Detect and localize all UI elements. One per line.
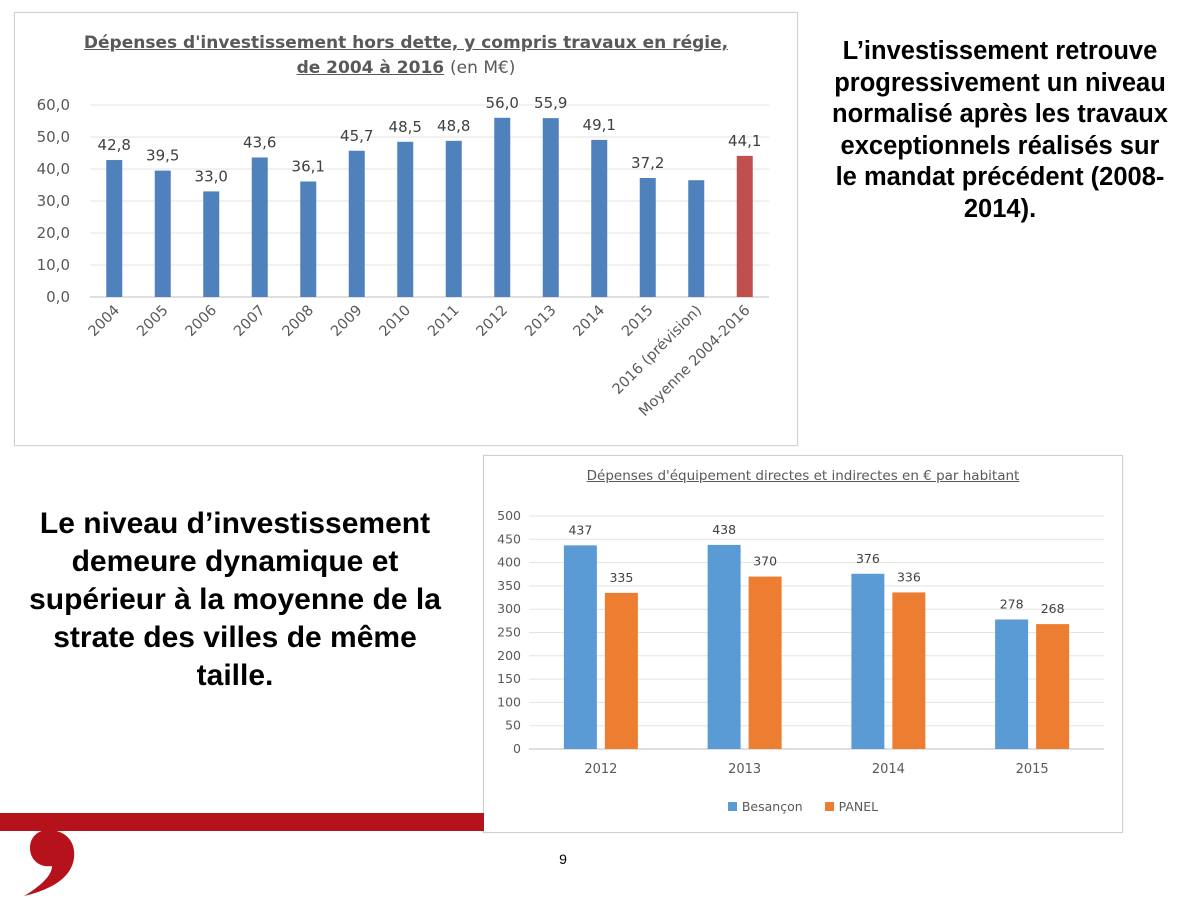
- bar: [851, 573, 885, 749]
- y-tick-label: 40,0: [37, 160, 70, 178]
- bar: [300, 181, 317, 297]
- data-label: 55,9: [534, 94, 567, 112]
- y-tick-label: 20,0: [37, 224, 70, 242]
- data-label: 42,8: [98, 136, 131, 154]
- bar: [542, 118, 559, 298]
- bar: [591, 139, 608, 297]
- y-tick-label: 450: [497, 531, 521, 546]
- brand-red-bar: [0, 813, 484, 831]
- legend-label: PANEL: [838, 799, 879, 814]
- y-tick-label: 0: [513, 741, 521, 756]
- data-label: 56,0: [486, 94, 519, 112]
- x-tick-label: 2013: [522, 303, 559, 340]
- bar: [494, 117, 511, 297]
- data-label: 376: [856, 551, 880, 566]
- y-tick-label: 50,0: [37, 128, 70, 146]
- equipment-per-capita-chart: Dépenses d'équipement directes et indire…: [483, 455, 1123, 833]
- legend-swatch-besancon: [727, 802, 737, 811]
- x-tick-label: 2004: [86, 303, 123, 340]
- data-label: 45,7: [340, 127, 373, 145]
- data-label: 438: [712, 522, 736, 537]
- x-tick-label: 2011: [425, 303, 462, 340]
- y-tick-label: 350: [497, 578, 521, 593]
- bar: [688, 180, 705, 297]
- data-label: 49,1: [583, 116, 616, 134]
- bar: [748, 576, 782, 749]
- data-label: 48,8: [437, 117, 470, 135]
- data-label: 437: [568, 522, 592, 537]
- data-label: 44,1: [728, 132, 761, 150]
- bar: [154, 170, 171, 297]
- bar: [995, 619, 1029, 749]
- y-tick-label: 60,0: [37, 96, 70, 114]
- chart-title-unit: (en M€): [450, 58, 516, 78]
- bar: [604, 592, 638, 749]
- x-tick-label: 2014: [872, 762, 905, 777]
- investment-chart-plot: 0,0 10,0 20,0 30,0 40,0 50,0 60,0 42,8 2004 39,5 2…: [37, 94, 769, 420]
- bar: [563, 545, 597, 749]
- x-tick-label: 2014: [571, 303, 608, 340]
- chart-title: Dépenses d'investissement hors dette, y …: [15, 31, 797, 81]
- comma-logo-icon: [24, 830, 75, 896]
- chart-legend: Besançon PANEL: [484, 799, 1122, 814]
- y-tick-label: 150: [497, 671, 521, 686]
- investment-commentary: L’investissement retrouve progressivemen…: [832, 37, 1168, 223]
- x-tick-label: 2010: [377, 303, 414, 340]
- y-tick-label: 300: [497, 601, 521, 616]
- bar: [892, 592, 926, 749]
- legend-item-panel: PANEL: [824, 799, 879, 814]
- equipment-chart-plot: 0 50 100 150 200 250 300 350 400 450 500 437 335 2012…: [497, 508, 1104, 777]
- data-label: 268: [1041, 601, 1065, 616]
- bar: [445, 140, 462, 297]
- x-tick-label: 2013: [728, 762, 761, 777]
- x-tick-label: 2008: [280, 303, 317, 340]
- bar: [106, 160, 123, 297]
- bar: [348, 150, 365, 297]
- bar: [639, 177, 656, 297]
- y-tick-label: 400: [497, 555, 521, 570]
- strata-commentary: Le niveau d’investissement demeure dynam…: [29, 507, 441, 692]
- x-tick-label: 2006: [183, 303, 220, 340]
- x-tick-label: 2012: [474, 303, 511, 340]
- y-tick-label: 30,0: [37, 192, 70, 210]
- data-label: 278: [1000, 596, 1024, 611]
- y-tick-label: 50: [505, 718, 521, 733]
- x-tick-label: 2009: [328, 303, 365, 340]
- legend-item-besancon: Besançon: [727, 799, 803, 814]
- legend-swatch-panel: [824, 802, 834, 811]
- bar: [251, 157, 268, 297]
- x-tick-label: 2007: [231, 303, 268, 340]
- data-label: 37,2: [631, 154, 664, 172]
- data-label: 335: [609, 570, 633, 585]
- investment-chart: Dépenses d'investissement hors dette, y …: [14, 12, 798, 446]
- bar: [1036, 624, 1070, 749]
- y-tick-label: 250: [497, 625, 521, 640]
- x-tick-label: 2012: [584, 762, 617, 777]
- y-tick-label: 0,0: [46, 288, 70, 306]
- bar: [397, 141, 414, 297]
- x-tick-label: 2015: [1016, 762, 1049, 777]
- y-tick-label: 100: [497, 694, 521, 709]
- bar: [736, 155, 753, 297]
- x-tick-label: 2016 (prévision): [610, 303, 705, 398]
- data-label: 36,1: [292, 157, 325, 175]
- bar: [707, 544, 741, 749]
- data-label: 33,0: [195, 167, 228, 185]
- legend-label: Besançon: [741, 799, 803, 814]
- data-label: 48,5: [389, 118, 422, 136]
- data-label: 39,5: [146, 147, 179, 165]
- data-label: 370: [753, 554, 777, 569]
- chart-title-text: Dépenses d'investissement hors dette, y …: [83, 33, 729, 78]
- page-number: 9: [559, 851, 567, 867]
- x-tick-label: 2015: [619, 303, 656, 340]
- data-label: 43,6: [243, 133, 276, 151]
- chart-title: Dépenses d'équipement directes et indire…: [586, 468, 1020, 484]
- data-label: 336: [897, 569, 921, 584]
- bar: [203, 191, 220, 297]
- y-tick-label: 500: [497, 508, 521, 523]
- y-tick-label: 200: [497, 648, 521, 663]
- y-tick-label: 10,0: [37, 256, 70, 274]
- x-tick-label: 2005: [134, 303, 171, 340]
